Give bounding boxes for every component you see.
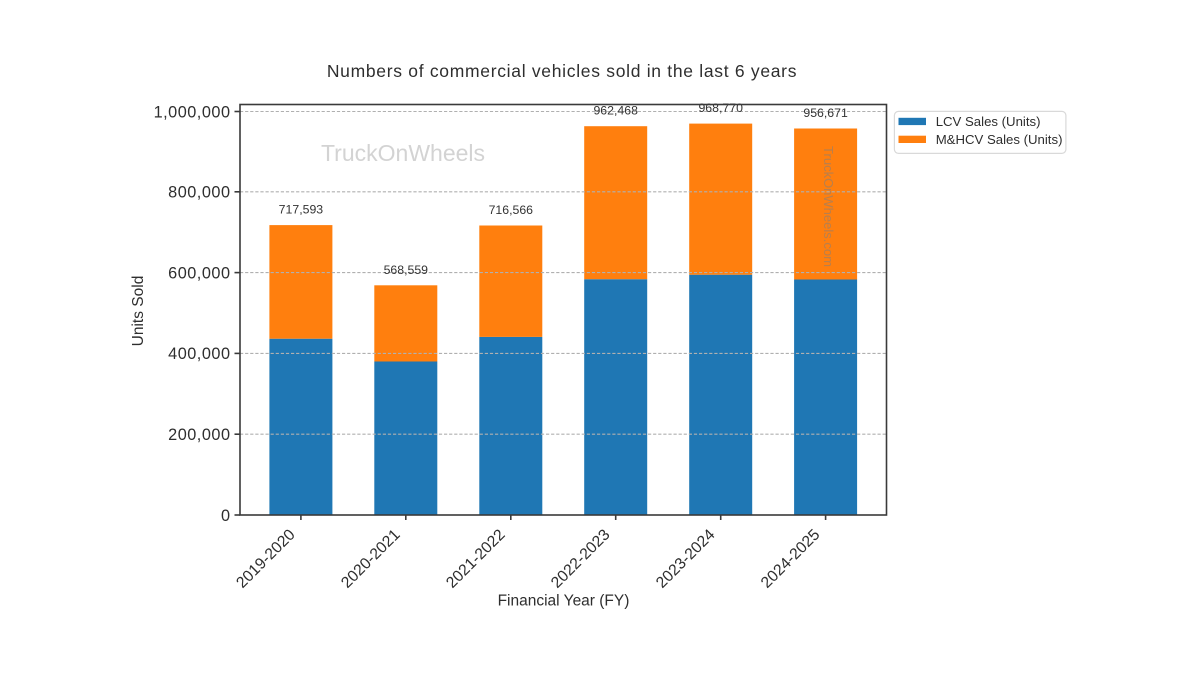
svg-text:716,566: 716,566 bbox=[489, 203, 534, 217]
svg-text:962,468: 962,468 bbox=[593, 104, 638, 118]
svg-text:0: 0 bbox=[221, 507, 231, 525]
svg-text:Financial Year (FY): Financial Year (FY) bbox=[498, 593, 630, 610]
svg-text:400,000: 400,000 bbox=[168, 345, 230, 363]
svg-text:600,000: 600,000 bbox=[168, 264, 230, 282]
svg-text:200,000: 200,000 bbox=[168, 426, 230, 444]
svg-text:Numbers of commercial vehicles: Numbers of commercial vehicles sold in t… bbox=[327, 61, 797, 81]
svg-text:M&HCV Sales (Units): M&HCV Sales (Units) bbox=[936, 132, 1063, 147]
svg-text:968,770: 968,770 bbox=[698, 101, 743, 115]
svg-text:1,000,000: 1,000,000 bbox=[154, 103, 231, 121]
svg-text:Units Sold: Units Sold bbox=[130, 276, 147, 347]
svg-text:TruckOnWheels.com: TruckOnWheels.com bbox=[821, 146, 836, 267]
svg-text:956,671: 956,671 bbox=[803, 106, 848, 120]
svg-text:TruckOnWheels: TruckOnWheels bbox=[321, 140, 485, 166]
svg-text:568,559: 568,559 bbox=[384, 263, 429, 277]
svg-text:LCV Sales (Units): LCV Sales (Units) bbox=[936, 114, 1041, 129]
svg-text:717,593: 717,593 bbox=[279, 203, 324, 217]
svg-text:800,000: 800,000 bbox=[168, 184, 230, 202]
